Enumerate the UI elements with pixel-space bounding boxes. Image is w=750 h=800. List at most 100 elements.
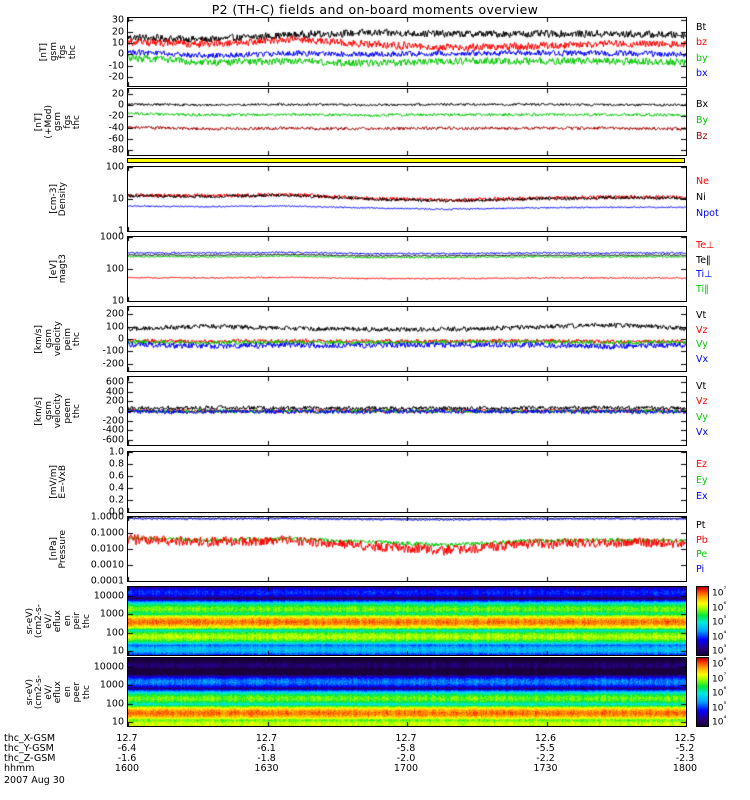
legend-density-Npot: Npot [696, 208, 719, 219]
panel-canvas-fgs_gsm_mod [128, 89, 686, 155]
ytick-label: 100 [105, 321, 124, 333]
panel-canvas-magt3 [128, 237, 686, 301]
ytick-label: -20 [108, 110, 124, 122]
ytick-label: 200 [105, 308, 124, 320]
ytick-label: 0 [117, 99, 124, 111]
ytick-label: 0.0 [108, 506, 124, 518]
xaxis-row-label: thc_Z-GSM [4, 753, 56, 764]
colorbar-tick: 10⁷ [712, 585, 727, 599]
colorbar-tick: 10⁶ [712, 600, 727, 613]
panel-canvas-peem_velocity [128, 377, 686, 445]
date-stamp: 2007 Aug 30 [4, 775, 65, 786]
xaxis-value: -1.6 [117, 753, 137, 764]
ytick-label: -60 [108, 133, 124, 145]
legend-magt3-Te: Te⊥ [696, 240, 715, 252]
xaxis-value: 1600 [114, 763, 140, 774]
panel-peim_velocity [127, 306, 687, 372]
ytick-label: -400 [102, 424, 124, 436]
xaxis-value: 1630 [254, 763, 279, 774]
xaxis-value: -6.1 [257, 743, 276, 754]
ylabel-line: gsm [43, 329, 54, 349]
ytick-label: 1000 [99, 231, 124, 243]
xaxis-value: 12.7 [116, 733, 138, 744]
panel-peir_eflux [127, 586, 687, 656]
colorbar-tick: 10⁴ [712, 629, 727, 642]
colorbar-tick: 10⁸ [712, 656, 727, 670]
legend-fgs_gsm-by: by [696, 52, 708, 64]
legend-density-Ni: Ni [696, 192, 706, 203]
ylabel-line: [mV/m] [48, 465, 59, 499]
ylabel-line: gsm [48, 42, 59, 62]
legend-peim_velocity-Vy: Vy [696, 339, 708, 351]
legend-peem_velocity-Vx: Vx [696, 427, 709, 439]
panel-canvas-peer_eflux [128, 658, 686, 726]
ylabel-line: sr-eV) [24, 607, 35, 635]
panel-canvas-peir_eflux [128, 587, 686, 655]
xaxis-value: -5.8 [396, 743, 416, 754]
ytick-label: 0.0010 [90, 559, 124, 571]
ytick-label: 1 [117, 225, 124, 237]
ytick-label: -100 [102, 345, 124, 357]
ytick-label: 0.1000 [90, 527, 124, 539]
xaxis-value: 12.6 [534, 733, 557, 744]
ylabel-line: [eV] [48, 259, 59, 279]
ylabel-line: gsm [43, 401, 54, 421]
ytick-label: -80 [108, 144, 124, 156]
legend-pressure-Pi: Pi [696, 563, 705, 575]
legend-fgs_gsm-bz: bz [696, 37, 708, 49]
page-title: P2 (TH-C) fields and on-board moments ov… [211, 2, 539, 17]
xaxis-value: 1730 [533, 763, 558, 774]
xaxis-value: -2.2 [536, 753, 555, 764]
ylabel-line: (cm2-s- [34, 674, 45, 710]
xaxis-value: -1.8 [257, 753, 276, 764]
ytick-label: 1000 [99, 608, 124, 620]
legend-fgs_gsm-Bt: Bt [696, 21, 707, 33]
panel-canvas-efield [128, 452, 686, 512]
legend-peem_velocity-Vz: Vz [696, 396, 708, 408]
ytick-label: -200 [102, 415, 124, 427]
xaxis-value: -2.3 [675, 753, 695, 764]
colorbar-gradient [697, 658, 708, 726]
ytick-label: 0.0001 [90, 575, 124, 587]
ytick-label: -40 [108, 122, 124, 134]
ylabel-line: [km/s] [34, 324, 45, 354]
ytick-label: 100 [105, 263, 124, 275]
ylabel-line: eV/ [43, 684, 54, 700]
legend-efield-Ey: Ey [696, 475, 708, 486]
ytick-label: 10 [111, 37, 124, 49]
panel-canvas-fgs_gsm [128, 18, 686, 86]
colorbar-gradient [697, 587, 708, 655]
colorbar-tick: 10³ [712, 643, 727, 657]
ytick-label: 600 [105, 376, 124, 388]
ytick-label: 400 [105, 386, 124, 398]
ytick-label: 10 [111, 193, 124, 205]
legend-fgs_gsm_mod-Bz: Bz [696, 131, 708, 142]
xaxis-value: 1800 [672, 763, 698, 774]
ylabel-line: eV/ [43, 613, 54, 629]
colorbar-peir_eflux [696, 586, 709, 656]
legend-pressure-Pb: Pb [696, 534, 708, 546]
legend-fgs_gsm-bx: bx [696, 68, 708, 80]
ylabel-line: [cm-3] [48, 184, 59, 214]
colorbar-tick: 10⁵ [712, 700, 727, 713]
legend-fgs_gsm_mod-By: By [696, 115, 709, 126]
panel-canvas-density [128, 167, 686, 231]
legend-magt3-Ti: Ti⊥ [696, 269, 713, 281]
ytick-label: 100 [105, 161, 124, 173]
ytick-label: 0 [117, 333, 124, 345]
legend-density-Ne: Ne [696, 176, 709, 187]
xaxis-value: -2.0 [396, 753, 416, 764]
ytick-label: 10 [111, 716, 124, 728]
ytick-label: 1.0000 [90, 511, 124, 523]
ytick-label: 0.8 [108, 458, 124, 470]
ytick-label: 0.0100 [90, 543, 124, 555]
colorbar-tick: 10⁷ [712, 671, 727, 684]
colorbar-tick: 10⁶ [712, 685, 727, 699]
ytick-label: 0 [117, 405, 124, 417]
legend-peim_velocity-Vz: Vz [696, 324, 708, 336]
xaxis-value: -5.2 [675, 743, 695, 754]
legend-efield-Ez: Ez [696, 459, 707, 470]
legend-pressure-Pt: Pt [696, 520, 706, 532]
legend-peim_velocity-Vx: Vx [696, 353, 709, 365]
colorbar-tick: 10⁵ [712, 614, 727, 628]
